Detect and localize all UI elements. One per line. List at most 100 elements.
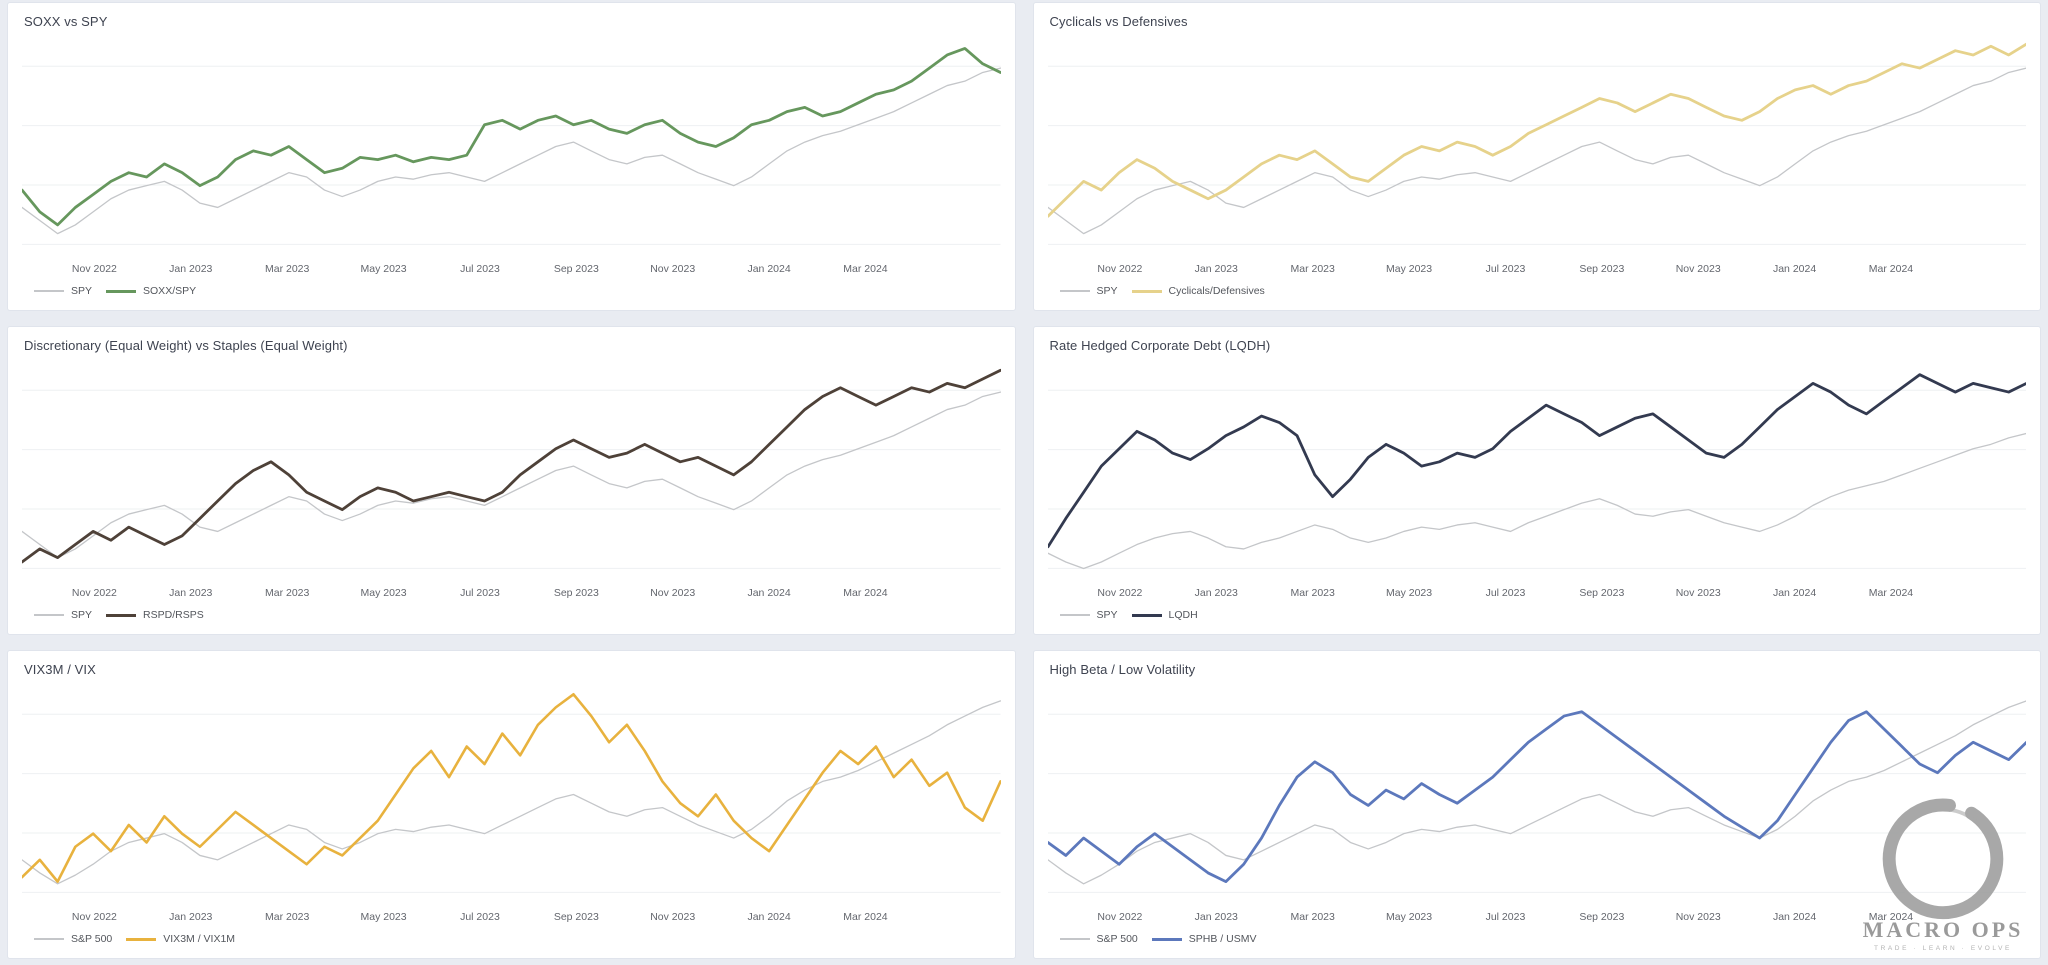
legend-label: RSPD/RSPS <box>143 609 204 621</box>
legend-label: SPHB / USMV <box>1188 933 1257 945</box>
x-axis-label: Nov 2023 <box>1675 587 1721 599</box>
x-axis-label: May 2023 <box>1385 587 1433 599</box>
legend-line-swatch <box>1059 614 1090 616</box>
x-axis-label: Mar 2024 <box>843 587 888 599</box>
x-axis-label: Jul 2023 <box>1485 263 1526 275</box>
x-axis-label: Mar 2023 <box>264 587 310 599</box>
x-axis: Nov 2022 Jan 2023 Mar 2023 May 2023 Jul 2023… <box>22 586 1001 601</box>
x-axis-label: Nov 2022 <box>71 263 117 275</box>
line-chart-canvas[interactable] <box>22 679 1001 910</box>
legend-item-spy[interactable]: SPY <box>1059 609 1118 621</box>
x-axis-label: Nov 2022 <box>71 911 117 923</box>
x-axis-label: Jan 2024 <box>747 587 791 599</box>
x-axis-label: Nov 2022 <box>71 587 117 599</box>
x-axis-label: Nov 2022 <box>1097 587 1143 599</box>
x-axis-label: Mar 2024 <box>843 263 888 275</box>
legend-line-swatch <box>1059 290 1090 292</box>
x-axis-label: Jul 2023 <box>460 263 500 275</box>
x-axis-label: Mar 2023 <box>1290 911 1335 923</box>
chart-title: VIX3M / VIX <box>24 662 96 677</box>
x-axis-label: Jan 2023 <box>1194 263 1238 275</box>
x-axis-label: Jan 2023 <box>169 587 213 599</box>
legend-line-swatch <box>1131 289 1162 293</box>
x-axis-label: Jan 2023 <box>169 911 213 923</box>
chart-panel-vix3m-vix: VIX3M / VIX Nov 2022 Jan 2023 Mar 2023 May … <box>8 651 1015 958</box>
legend-label: LQDH <box>1168 609 1198 621</box>
x-axis-label: Jul 2023 <box>1485 911 1526 923</box>
chart-legend: SPY SOXX/SPY <box>22 280 1001 302</box>
legend-item-cyclicals-defensives[interactable]: Cyclicals/Defensives <box>1131 285 1265 297</box>
line-chart-canvas[interactable] <box>1048 355 2027 586</box>
legend-label: VIX3M / VIX1M <box>163 933 236 945</box>
x-axis: Nov 2022 Jan 2023 Mar 2023 May 2023 Jul 2023… <box>22 262 1001 277</box>
x-axis: Nov 2022 Jan 2023 Mar 2023 May 2023 Jul 2023… <box>1048 910 2027 925</box>
x-axis-label: Nov 2023 <box>650 587 696 599</box>
legend-line-swatch <box>126 937 157 941</box>
line-chart-plot: Nov 2022 Jan 2023 Mar 2023 May 2023 Jul 2023… <box>22 31 1001 277</box>
x-axis: Nov 2022 Jan 2023 Mar 2023 May 2023 Jul 2023… <box>1048 262 2027 277</box>
x-axis-label: Sep 2023 <box>553 587 599 599</box>
x-axis-label: Sep 2023 <box>553 911 599 923</box>
chart-panel-discretionary-vs-staples: Discretionary (Equal Weight) vs Staples … <box>8 327 1015 634</box>
legend-item-sphb-usmv[interactable]: SPHB / USMV <box>1151 933 1257 945</box>
legend-line-swatch <box>1131 613 1162 617</box>
x-axis-label: Jan 2023 <box>169 263 213 275</box>
line-chart-canvas[interactable] <box>22 355 1001 586</box>
x-axis-label: Mar 2023 <box>1290 263 1335 275</box>
legend-item-soxx-spy[interactable]: SOXX/SPY <box>106 285 196 297</box>
legend-line-swatch <box>106 613 137 617</box>
x-axis-label: Mar 2023 <box>264 911 310 923</box>
line-chart-canvas[interactable] <box>1048 679 2027 910</box>
legend-item-spy[interactable]: SPY <box>1059 285 1118 297</box>
x-axis-label: Mar 2023 <box>1290 587 1335 599</box>
x-axis: Nov 2022 Jan 2023 Mar 2023 May 2023 Jul 2023… <box>1048 586 2027 601</box>
legend-item-lqdh[interactable]: LQDH <box>1131 609 1198 621</box>
x-axis-label: May 2023 <box>360 911 407 923</box>
chart-title: SOXX vs SPY <box>24 14 108 29</box>
legend-label: SPY <box>71 285 93 297</box>
line-chart-canvas[interactable] <box>22 31 1001 262</box>
chart-panel-high-beta-low-volatility: High Beta / Low Volatility Nov 2022 Jan 2… <box>1033 651 2040 958</box>
chart-title: Cyclicals vs Defensives <box>1049 14 1188 29</box>
x-axis-label: Nov 2023 <box>1675 263 1721 275</box>
legend-line-swatch <box>34 614 64 616</box>
legend-label: Cyclicals/Defensives <box>1168 285 1265 297</box>
x-axis-label: Jan 2024 <box>747 911 791 923</box>
x-axis-label: May 2023 <box>360 587 407 599</box>
x-axis-label: Jan 2024 <box>1772 911 1817 923</box>
line-chart-plot: Nov 2022 Jan 2023 Mar 2023 May 2023 Jul 2023… <box>22 679 1001 925</box>
chart-legend: S&P 500 SPHB / USMV <box>1048 928 2027 950</box>
x-axis-label: Jan 2024 <box>1772 587 1817 599</box>
chart-legend: SPY RSPD/RSPS <box>22 604 1001 626</box>
x-axis-label: May 2023 <box>360 263 407 275</box>
x-axis-label: Sep 2023 <box>1579 911 1625 923</box>
legend-label: SPY <box>1096 285 1118 297</box>
legend-item-vix3m-vix1m[interactable]: VIX3M / VIX1M <box>126 933 235 945</box>
legend-line-swatch <box>106 289 137 293</box>
x-axis-label: Sep 2023 <box>553 263 599 275</box>
legend-item-spy[interactable]: SPY <box>34 609 92 621</box>
chart-title: High Beta / Low Volatility <box>1049 662 1196 677</box>
legend-item-sp500[interactable]: S&P 500 <box>34 933 112 945</box>
chart-panel-rate-hedged-corporate-debt: Rate Hedged Corporate Debt (LQDH) Nov 20… <box>1033 327 2040 634</box>
x-axis-label: May 2023 <box>1385 911 1433 923</box>
chart-panel-cyclicals-vs-defensives: Cyclicals vs Defensives Nov 2022 Jan 2023… <box>1033 3 2040 310</box>
legend-label: SPY <box>1096 609 1118 621</box>
x-axis-label: Nov 2023 <box>650 263 696 275</box>
x-axis-label: Mar 2024 <box>1868 587 1914 599</box>
line-chart-plot: Nov 2022 Jan 2023 Mar 2023 May 2023 Jul 2023… <box>1048 679 2027 925</box>
legend-label: SOXX/SPY <box>143 285 197 297</box>
legend-item-spy[interactable]: SPY <box>34 285 92 297</box>
x-axis-label: Nov 2023 <box>1675 911 1721 923</box>
x-axis-label: Jan 2024 <box>1772 263 1817 275</box>
x-axis-label: Mar 2024 <box>843 911 888 923</box>
x-axis-label: Sep 2023 <box>1579 263 1625 275</box>
x-axis-label: Jul 2023 <box>1485 587 1526 599</box>
line-chart-plot: Nov 2022 Jan 2023 Mar 2023 May 2023 Jul 2023… <box>1048 31 2027 277</box>
line-chart-canvas[interactable] <box>1048 31 2027 262</box>
x-axis-label: Jan 2023 <box>1194 911 1238 923</box>
x-axis-label: Jan 2024 <box>747 263 791 275</box>
legend-item-sp500[interactable]: S&P 500 <box>1059 933 1138 945</box>
legend-item-rspd-rsps[interactable]: RSPD/RSPS <box>106 609 204 621</box>
